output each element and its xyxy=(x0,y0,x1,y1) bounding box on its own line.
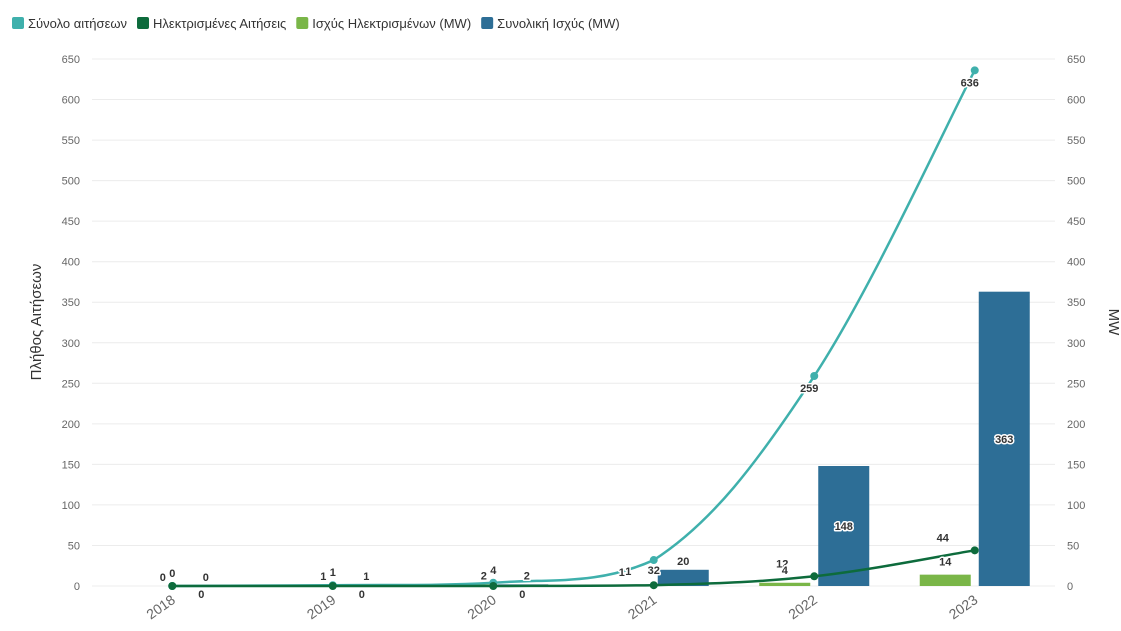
legend-swatch xyxy=(12,17,24,29)
point-electrified-applications[interactable] xyxy=(970,546,979,555)
point-electrified-applications[interactable] xyxy=(649,581,658,590)
y-left-tick-label: 500 xyxy=(62,176,80,188)
gridlines xyxy=(92,58,1055,587)
legend-label: Συνολική Ισχύς (MW) xyxy=(497,16,620,31)
y-right-tick-label: 150 xyxy=(1067,459,1085,471)
bars xyxy=(277,291,1030,586)
legend-item[interactable]: Ηλεκτρισμένες Αιτήσεις xyxy=(137,16,286,31)
y-left-tick-label: 300 xyxy=(62,338,80,350)
y-left-axis: 0 50 100 150 200 250 300 350 400 450 500 550 600 650 xyxy=(62,54,80,593)
legend[interactable]: Σύνολο αιτήσεων Ηλεκτρισμένες Αιτήσεις Ισχ… xyxy=(12,16,620,31)
legend-item[interactable]: Σύνολο αιτήσεων xyxy=(12,16,127,31)
y-left-tick-label: 100 xyxy=(62,500,80,512)
point-total-applications[interactable] xyxy=(970,66,979,75)
bar-total-power[interactable] xyxy=(818,466,870,586)
label-total-applications: 636 xyxy=(961,77,979,89)
legend-label: Σύνολο αιτήσεων xyxy=(28,16,127,31)
label-total-power: 0 xyxy=(203,572,209,584)
label-electrified-applications: 0 xyxy=(519,589,525,601)
y-left-tick-label: 150 xyxy=(62,459,80,471)
legend-item[interactable]: Συνολική Ισχύς (MW) xyxy=(481,16,620,31)
bar-total-power[interactable] xyxy=(657,569,709,586)
y-left-tick-label: 350 xyxy=(62,297,80,309)
y-right-tick-label: 0 xyxy=(1067,581,1073,593)
y-left-tick-label: 200 xyxy=(62,419,80,431)
label-total-power: 363 xyxy=(995,434,1013,446)
y-right-axis-title: MW xyxy=(1105,309,1121,336)
label-total-applications: 259 xyxy=(800,383,818,395)
y-right-tick-label: 450 xyxy=(1067,216,1085,228)
legend-swatch xyxy=(481,17,494,29)
label-total-power: 1 xyxy=(363,571,369,583)
y-right-axis: 0 50 100 150 200 250 300 350 400 450 500 550 600 650 xyxy=(1067,54,1085,593)
label-electrified-applications: 1 xyxy=(619,567,625,579)
bar-electrified-power[interactable] xyxy=(759,582,811,586)
y-right-tick-label: 300 xyxy=(1067,338,1085,350)
y-right-tick-label: 550 xyxy=(1067,135,1085,147)
label-electrified-applications: 44 xyxy=(937,532,950,544)
y-left-tick-label: 600 xyxy=(62,95,80,107)
point-electrified-applications[interactable] xyxy=(168,582,177,590)
y-right-tick-label: 350 xyxy=(1067,297,1085,309)
y-right-tick-label: 200 xyxy=(1067,419,1085,431)
legend-label: Ισχύς Ηλεκτρισμένων (MW) xyxy=(312,16,471,31)
x-axis: 2018 2019 2020 2021 2022 2023 xyxy=(143,591,980,622)
lines xyxy=(168,66,979,590)
label-total-power: 148 xyxy=(835,521,853,533)
y-left-tick-label: 0 xyxy=(74,581,80,593)
bar-electrified-power[interactable] xyxy=(919,574,971,586)
point-total-applications[interactable] xyxy=(810,372,819,381)
point-electrified-applications[interactable] xyxy=(328,582,337,590)
point-electrified-applications[interactable] xyxy=(810,572,819,581)
label-electrified-applications: 12 xyxy=(776,558,788,570)
line-electrified-applications[interactable] xyxy=(172,549,975,588)
label-electrified-power: 14 xyxy=(939,557,952,569)
y-left-tick-label: 50 xyxy=(68,540,80,552)
label-electrified-power: 1 xyxy=(625,566,631,578)
legend-item[interactable]: Ισχύς Ηλεκτρισμένων (MW) xyxy=(296,16,471,31)
y-right-tick-label: 100 xyxy=(1067,500,1085,512)
y-left-tick-label: 400 xyxy=(62,257,80,269)
label-electrified-applications: 0 xyxy=(198,589,204,601)
label-total-applications: 4 xyxy=(490,565,497,577)
point-total-applications[interactable] xyxy=(649,556,658,565)
x-tick-label: 2020 xyxy=(464,591,499,622)
y-left-axis-title: Πλήθος Αιτήσεων xyxy=(28,264,45,381)
label-electrified-power: 1 xyxy=(320,571,326,583)
y-left-tick-label: 650 xyxy=(62,54,80,66)
y-right-tick-label: 400 xyxy=(1067,257,1085,269)
label-total-applications: 1 xyxy=(330,567,336,579)
label-electrified-power: 0 xyxy=(160,572,166,584)
y-right-tick-label: 50 xyxy=(1067,540,1079,552)
y-left-tick-label: 450 xyxy=(62,216,80,228)
point-electrified-applications[interactable] xyxy=(489,582,498,590)
label-electrified-power: 2 xyxy=(481,570,487,582)
x-tick-label: 2023 xyxy=(946,591,981,622)
legend-swatch xyxy=(296,17,309,29)
y-left-tick-label: 250 xyxy=(62,378,80,390)
legend-swatch xyxy=(137,17,150,29)
y-right-tick-label: 600 xyxy=(1067,95,1085,107)
label-total-power: 2 xyxy=(524,570,530,582)
x-tick-label: 2018 xyxy=(143,591,178,622)
label-total-applications: 32 xyxy=(648,565,660,577)
label-total-power: 20 xyxy=(677,556,689,568)
legend-label: Ηλεκτρισμένες Αιτήσεις xyxy=(153,16,286,31)
y-right-tick-label: 250 xyxy=(1067,378,1085,390)
y-left-tick-label: 550 xyxy=(62,135,80,147)
label-electrified-power: 4 xyxy=(782,565,789,577)
bar-total-power[interactable] xyxy=(978,291,1030,586)
x-tick-label: 2022 xyxy=(785,591,820,622)
x-tick-label: 2019 xyxy=(304,591,339,622)
label-total-applications: 0 xyxy=(169,568,175,580)
y-right-tick-label: 500 xyxy=(1067,176,1085,188)
label-electrified-applications: 0 xyxy=(359,589,365,601)
y-right-tick-label: 650 xyxy=(1067,54,1085,66)
x-tick-label: 2021 xyxy=(625,591,660,622)
